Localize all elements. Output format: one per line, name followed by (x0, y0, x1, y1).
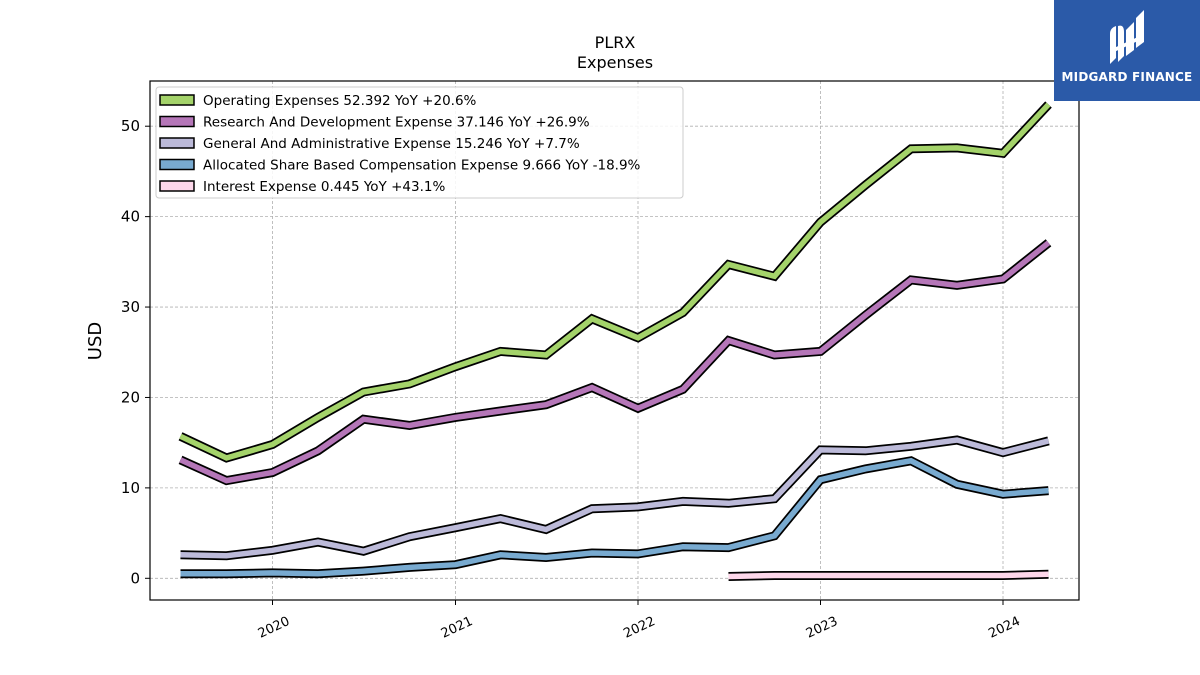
series-line-1 (178, 101, 1052, 463)
x-tick-label: 2023 (804, 614, 840, 642)
legend-swatch (159, 94, 195, 106)
legend-item: Interest Expense 0.445 YoY +43.1% (159, 179, 445, 195)
series-line-5 (728, 569, 1049, 581)
y-ticks: 0 10 20 30 40 50 (121, 117, 150, 587)
legend-box (155, 86, 684, 199)
legend-swatch (159, 180, 195, 192)
brand-logo: MIDGARD FINANCE (1054, 0, 1200, 101)
series-line-2 (178, 239, 1052, 486)
legend-item: Allocated Share Based Compensation Expen… (159, 158, 641, 174)
y-tick-label: 10 (121, 479, 140, 497)
legend-label: Interest Expense 0.445 YoY +43.1% (203, 179, 445, 195)
legend-swatch (159, 115, 195, 128)
midgard-logo-icon (1110, 10, 1144, 64)
legend-swatch (159, 137, 195, 149)
chart-subtitle: Expenses (577, 53, 653, 72)
x-ticks: 2020 2021 2022 2023 2024 (256, 600, 1023, 642)
legend-item: General And Administrative Expense 15.24… (159, 136, 580, 152)
y-axis-label: USD (85, 322, 106, 360)
series-line-fill (728, 571, 1049, 580)
y-tick-label: 50 (121, 117, 140, 135)
legend-label: Research And Development Expense 37.146 … (203, 115, 590, 131)
series-line-fill (180, 457, 1049, 577)
legend-item: Research And Development Expense 37.146 … (159, 115, 590, 131)
x-tick-label: 2021 (439, 614, 475, 642)
legend-label: Allocated Share Based Compensation Expen… (203, 158, 641, 174)
brand-name: MIDGARD FINANCE (1061, 70, 1193, 84)
series-line-outline (180, 456, 1049, 579)
legend-swatch (159, 158, 195, 171)
x-tick-label: 2020 (256, 614, 292, 642)
series-line-fill (179, 102, 1051, 461)
series-line-4 (180, 456, 1049, 579)
series-line-fill (179, 240, 1051, 484)
plot-frame (149, 80, 1080, 601)
x-tick-label: 2022 (621, 614, 657, 642)
legend-label: Operating Expenses 52.392 YoY +20.6% (203, 93, 477, 109)
x-tick-label: 2024 (986, 614, 1022, 642)
y-tick-label: 0 (130, 569, 140, 587)
legend-label: General And Administrative Expense 15.24… (203, 136, 580, 152)
series-line-fill (180, 437, 1050, 559)
legend-item: Operating Expenses 52.392 YoY +20.6% (159, 93, 477, 109)
series-line-3 (180, 435, 1050, 561)
y-tick-label: 40 (121, 208, 140, 226)
y-tick-label: 20 (121, 388, 140, 406)
series-layer (178, 101, 1052, 581)
chart-title: PLRX (595, 33, 636, 52)
legend: Operating Expenses 52.392 YoY +20.6% Rese… (155, 86, 684, 199)
y-tick-label: 30 (121, 298, 140, 316)
